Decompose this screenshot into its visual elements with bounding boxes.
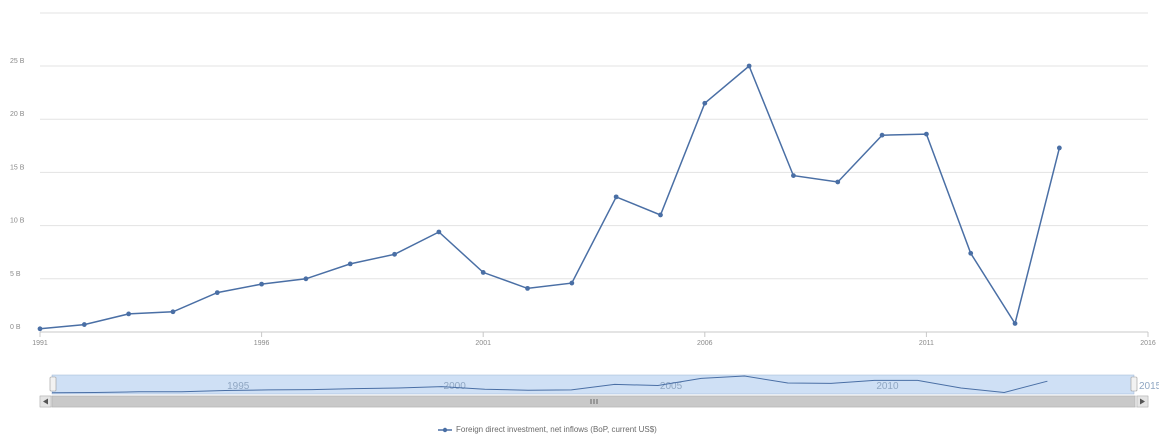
x-tick-label: 2001 [475, 340, 491, 347]
data-point[interactable] [1056, 145, 1062, 151]
navigator-label: 2000 [444, 381, 467, 392]
navigator-handle-right[interactable] [1130, 376, 1138, 392]
data-point[interactable] [126, 311, 132, 317]
y-tick-label: 25 B [10, 58, 25, 65]
data-point[interactable] [835, 179, 841, 185]
arrow-left-icon [43, 398, 48, 405]
x-axis: 1991 1996 2001 2006 2011 2016 [32, 332, 1156, 347]
x-tick-label: 2016 [1140, 340, 1156, 347]
grid-lines [40, 12, 1148, 333]
scrollbar[interactable] [39, 395, 1149, 408]
y-tick-label: 20 B [10, 111, 25, 118]
data-point[interactable] [569, 280, 575, 286]
x-tick-label: 2006 [697, 340, 713, 347]
navigator: 1995 2000 2005 2010 2015 [49, 374, 1159, 395]
y-tick-label: 15 B [10, 164, 25, 171]
y-axis: 0 B 5 B 10 B 15 B 20 B 25 B [10, 58, 25, 331]
series-points [37, 63, 1062, 332]
grip-icon [590, 399, 598, 404]
data-point[interactable] [170, 309, 176, 315]
x-tick-label: 1991 [32, 340, 48, 347]
legend-label[interactable]: Foreign direct investment, net inflows (… [456, 425, 657, 434]
data-point[interactable] [303, 276, 309, 282]
data-point[interactable] [879, 132, 885, 138]
scroll-right-button[interactable] [1136, 395, 1149, 408]
data-point[interactable] [968, 250, 974, 256]
data-point[interactable] [791, 173, 796, 178]
navigator-label: 2005 [660, 381, 683, 392]
navigator-edge-label: 2015 [1139, 381, 1159, 392]
data-point[interactable] [525, 285, 530, 291]
data-point[interactable] [214, 290, 220, 296]
data-point[interactable] [436, 229, 442, 235]
navigator-label: 2010 [876, 381, 899, 392]
data-point[interactable] [1012, 321, 1018, 326]
arrow-right-icon [1140, 398, 1145, 405]
data-point[interactable] [924, 131, 929, 137]
data-point[interactable] [702, 100, 708, 106]
data-point[interactable] [392, 251, 397, 257]
data-point[interactable] [480, 270, 486, 275]
data-point[interactable] [746, 63, 752, 69]
x-tick-label: 2011 [919, 340, 934, 347]
data-point[interactable] [259, 281, 264, 287]
series-line [39, 64, 1061, 330]
legend-symbol-marker [442, 427, 448, 433]
legend[interactable]: Foreign direct investment, net inflows (… [438, 425, 657, 434]
data-point[interactable] [37, 326, 43, 332]
scroll-left-button[interactable] [39, 395, 52, 408]
navigator-labels: 1995 2000 2005 2010 [227, 381, 899, 392]
navigator-series-line [51, 375, 1048, 394]
data-point[interactable] [81, 322, 87, 327]
y-tick-label: 0 B [10, 324, 21, 331]
data-point[interactable] [347, 261, 353, 267]
y-tick-label: 10 B [10, 218, 25, 225]
navigator-label: 1995 [227, 381, 250, 392]
y-tick-label: 5 B [10, 271, 21, 278]
data-point[interactable] [658, 212, 663, 218]
data-point[interactable] [613, 194, 619, 200]
x-tick-label: 1996 [254, 340, 270, 347]
navigator-handle-left[interactable] [49, 376, 57, 392]
